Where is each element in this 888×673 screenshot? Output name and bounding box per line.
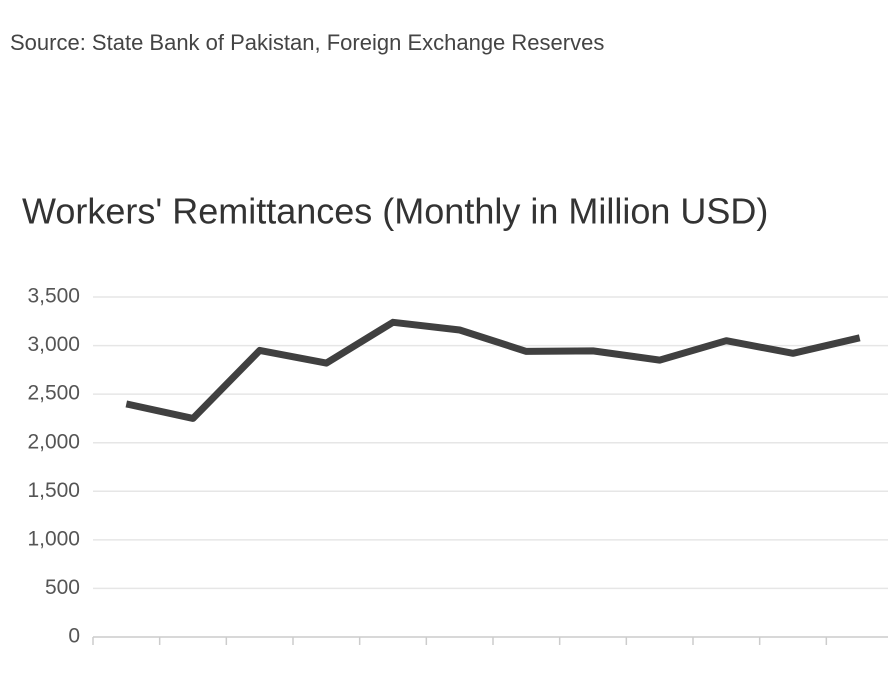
y-tick-label: 1,000 xyxy=(27,527,80,550)
y-tick-label: 2,500 xyxy=(27,382,80,405)
y-tick-label: 3,500 xyxy=(27,285,80,308)
y-tick-label: 3,000 xyxy=(27,333,80,356)
chart-title: Workers' Remittances (Monthly in Million… xyxy=(22,191,768,232)
y-tick-label: 500 xyxy=(45,576,80,599)
data-line xyxy=(125,318,861,422)
y-tick-label: 0 xyxy=(68,625,80,648)
y-tick-label: 2,000 xyxy=(27,430,80,453)
source-note: Source: State Bank of Pakistan, Foreign … xyxy=(10,30,604,55)
y-tick-label: 1,500 xyxy=(27,479,80,502)
